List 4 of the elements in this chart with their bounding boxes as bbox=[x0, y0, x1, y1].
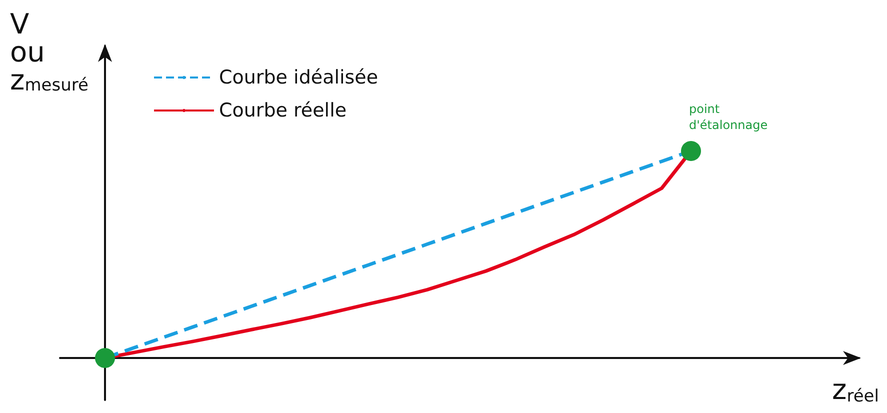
legend-label: Courbe réelle bbox=[219, 100, 347, 122]
y-axis-title: V ou zmesuré bbox=[10, 8, 88, 96]
legend-label: Courbe idéalisée bbox=[219, 66, 378, 88]
text: point d'étalonnage bbox=[689, 102, 768, 132]
